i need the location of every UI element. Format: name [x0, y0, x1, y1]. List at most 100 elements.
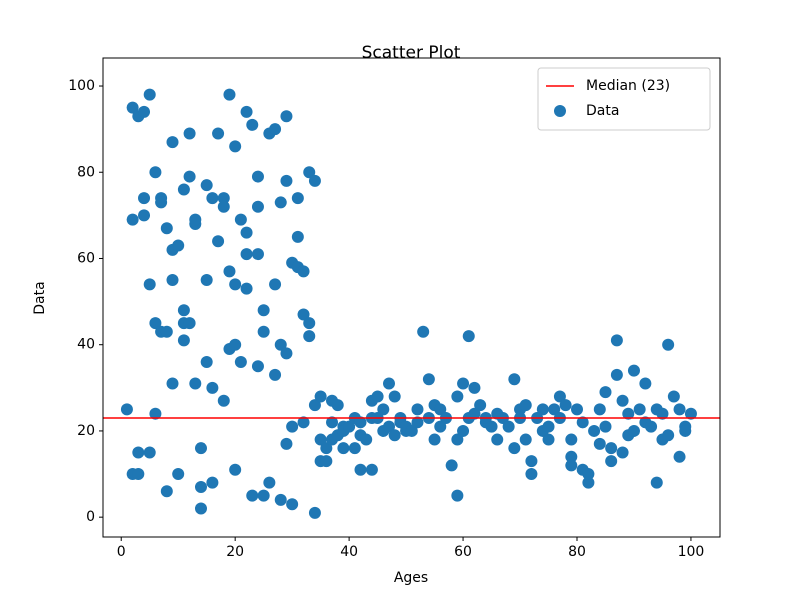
- data-point: [206, 476, 219, 489]
- data-point: [200, 274, 213, 287]
- data-point: [229, 278, 242, 291]
- data-point: [337, 442, 350, 455]
- data-point: [143, 278, 156, 291]
- legend-label: Median (23): [586, 78, 670, 94]
- data-point: [417, 325, 430, 338]
- data-point: [229, 463, 242, 476]
- data-point: [206, 192, 219, 205]
- data-point: [263, 476, 276, 489]
- data-point: [200, 179, 213, 192]
- data-point: [246, 118, 259, 131]
- x-tick-label: 0: [117, 544, 126, 560]
- data-point: [627, 364, 640, 377]
- data-point: [160, 485, 173, 498]
- data-point: [605, 455, 618, 468]
- data-point: [536, 403, 549, 416]
- data-point: [343, 420, 356, 433]
- data-point: [206, 381, 219, 394]
- x-axis-label: Ages: [394, 570, 428, 586]
- data-point: [354, 463, 367, 476]
- data-point: [474, 399, 487, 412]
- data-point: [320, 442, 333, 455]
- data-point: [286, 498, 299, 511]
- data-point: [565, 459, 578, 472]
- data-point: [354, 416, 367, 429]
- data-point: [166, 377, 179, 390]
- data-point: [639, 377, 652, 390]
- data-point: [251, 248, 264, 261]
- data-point: [126, 213, 139, 226]
- data-point: [411, 416, 424, 429]
- data-point: [411, 403, 424, 416]
- x-tick-label: 20: [226, 544, 244, 560]
- data-point: [143, 88, 156, 101]
- data-point: [491, 433, 504, 446]
- data-point: [149, 166, 162, 179]
- data-point: [582, 476, 595, 489]
- data-point: [246, 489, 259, 502]
- data-point: [457, 424, 470, 437]
- y-tick-label: 80: [77, 164, 95, 180]
- data-point: [451, 433, 464, 446]
- data-point: [269, 278, 282, 291]
- data-point: [217, 394, 230, 407]
- data-point: [291, 230, 304, 243]
- data-point: [251, 170, 264, 183]
- data-point: [445, 459, 458, 472]
- data-point: [673, 403, 686, 416]
- data-point: [132, 468, 145, 481]
- data-point: [314, 433, 327, 446]
- plot-frame: [102, 57, 721, 538]
- data-point: [428, 433, 441, 446]
- x-tick-label: 40: [340, 544, 358, 560]
- data-point: [405, 424, 418, 437]
- data-point: [160, 325, 173, 338]
- data-point: [571, 403, 584, 416]
- legend-label: Data: [586, 103, 619, 119]
- y-tick-label: 20: [77, 423, 95, 439]
- data-point: [223, 88, 236, 101]
- data-point: [314, 390, 327, 403]
- data-point: [149, 317, 162, 330]
- data-point: [160, 222, 173, 235]
- data-point: [485, 420, 498, 433]
- data-point: [143, 446, 156, 459]
- data-point: [166, 136, 179, 149]
- data-point: [371, 390, 384, 403]
- data-point: [138, 105, 151, 118]
- data-point: [582, 468, 595, 481]
- data-point: [434, 420, 447, 433]
- data-point: [274, 196, 287, 209]
- y-tick-label: 60: [77, 250, 95, 266]
- data-point: [303, 330, 316, 343]
- data-point: [177, 304, 190, 317]
- data-point: [434, 403, 447, 416]
- data-point: [234, 355, 247, 368]
- legend-marker: [554, 105, 566, 117]
- data-point: [326, 416, 339, 429]
- data-point: [468, 381, 481, 394]
- data-point: [662, 338, 675, 351]
- data-point: [348, 442, 361, 455]
- data-point: [462, 330, 475, 343]
- data-point: [633, 403, 646, 416]
- data-point: [280, 174, 293, 187]
- data-point: [588, 424, 601, 437]
- data-point: [599, 420, 612, 433]
- y-tick-label: 40: [77, 337, 95, 353]
- data-point: [138, 192, 151, 205]
- data-point: [684, 407, 697, 420]
- data-point: [605, 442, 618, 455]
- data-point: [274, 338, 287, 351]
- data-point: [616, 446, 629, 459]
- data-point: [508, 373, 521, 386]
- data-point: [610, 334, 623, 347]
- data-point: [269, 368, 282, 381]
- data-point: [155, 196, 168, 209]
- data-point: [382, 377, 395, 390]
- data-point: [234, 213, 247, 226]
- data-point: [610, 368, 623, 381]
- data-point: [212, 235, 225, 248]
- data-point: [519, 399, 532, 412]
- data-point: [200, 355, 213, 368]
